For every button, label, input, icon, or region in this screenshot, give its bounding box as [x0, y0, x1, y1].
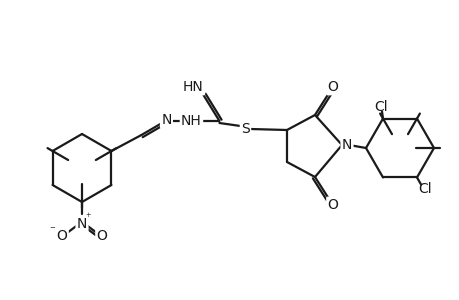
- Text: O: O: [327, 80, 338, 94]
- Text: HN: HN: [183, 80, 203, 94]
- Text: N: N: [77, 217, 87, 231]
- Text: O: O: [56, 229, 67, 243]
- Text: Cl: Cl: [417, 182, 431, 197]
- Text: O: O: [327, 198, 338, 212]
- Text: $^{-}$: $^{-}$: [50, 225, 56, 235]
- Text: $^{+}$: $^{+}$: [84, 212, 91, 222]
- Text: S: S: [241, 122, 249, 136]
- Text: N: N: [341, 138, 352, 152]
- Text: N: N: [161, 113, 171, 127]
- Text: Cl: Cl: [373, 100, 387, 114]
- Text: NH: NH: [181, 114, 202, 128]
- Text: O: O: [96, 229, 107, 243]
